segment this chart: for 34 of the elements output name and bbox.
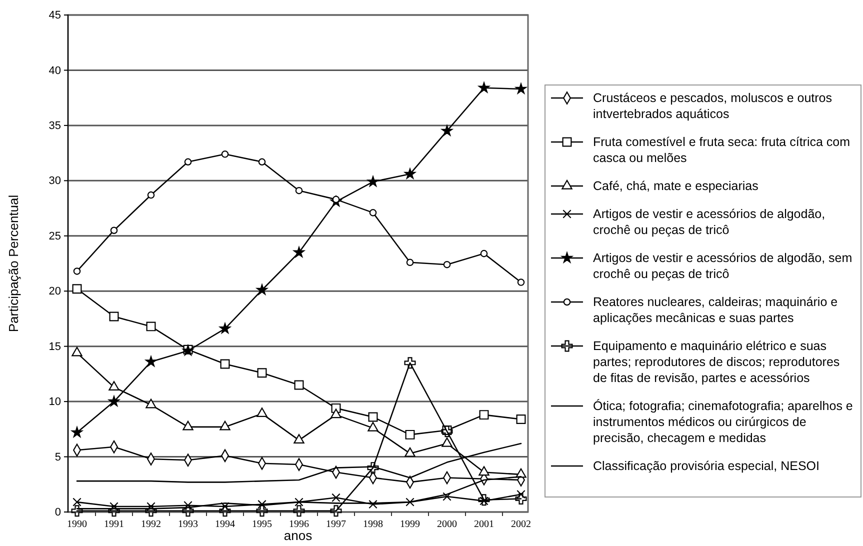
x-tick-label: 1999 <box>400 519 420 530</box>
legend-label: Artigos de vestir e acessórios de algodão, sem crochê ou peças de tricô <box>593 251 852 281</box>
y-tick-label: 10 <box>48 396 61 408</box>
y-tick-label: 0 <box>54 506 61 519</box>
legend-label: Café, chá, mate e especiarias <box>593 179 758 193</box>
y-tick-label: 35 <box>48 120 61 132</box>
x-tick-label: 1993 <box>178 519 198 530</box>
y-tick-label: 5 <box>54 451 61 464</box>
x-tick-label: 1996 <box>289 519 309 530</box>
legend-label: Fruta comestível e fruta seca: fruta cítrica com casca ou melões <box>593 135 850 165</box>
legend-label: Artigos de vestir e acessórios de algodão, crochê ou peças de tricô <box>593 207 826 237</box>
y-tick-label: 45 <box>48 10 61 22</box>
x-tick-label: 1991 <box>104 519 124 530</box>
legend-label: Reatores nucleares, caldeiras; maquinário e aplicações mecânicas e suas partes <box>593 295 838 325</box>
y-tick-label: 30 <box>48 175 61 188</box>
legend-label: Ótica; fotografia; cinemafotografia; aparelhos e instrumentos médicos ou cirúrgicos de precisão, checagem e medidas <box>593 399 853 445</box>
x-tick-label: 1994 <box>215 519 235 530</box>
legend-label: Crustáceos e pescados, moluscos e outros intvertebrados aquáticos <box>593 91 832 121</box>
x-tick-label: 1990 <box>67 519 87 530</box>
x-tick-label: 2001 <box>474 519 494 530</box>
x-tick-label: 2002 <box>511 519 531 530</box>
x-tick-label: 1998 <box>363 519 383 530</box>
x-axis-title: anos <box>284 528 313 543</box>
x-tick-label: 1992 <box>141 519 161 530</box>
y-tick-label: 20 <box>48 286 61 298</box>
y-tick-label: 15 <box>48 340 61 353</box>
x-tick-label: 1997 <box>326 519 346 530</box>
x-tick-label: 1995 <box>252 519 272 530</box>
y-tick-label: 40 <box>48 64 61 77</box>
legend-label: Classificação provisória especial, NESOI <box>593 459 820 473</box>
y-axis-title: Participação Percentual <box>6 194 21 332</box>
legend-label: Equipamento e maquinário elétrico e suas partes; reprodutores de discos; reprodutores de fitas de revisão, partes e acessórios <box>593 339 840 385</box>
x-tick-label: 2000 <box>437 519 457 530</box>
y-tick-label: 25 <box>48 230 61 242</box>
